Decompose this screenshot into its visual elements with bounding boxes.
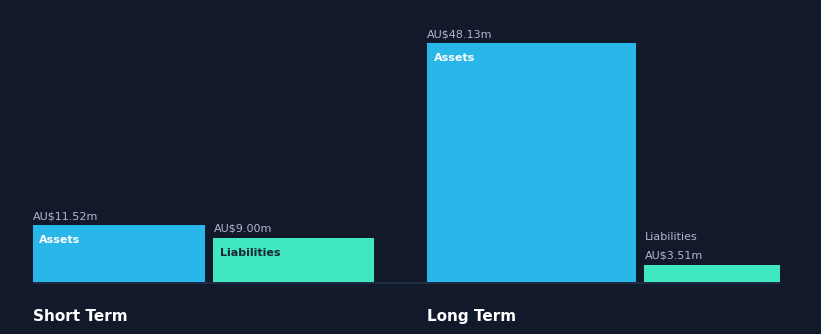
Text: AU$9.00m: AU$9.00m <box>213 223 272 233</box>
Text: AU$48.13m: AU$48.13m <box>427 29 493 39</box>
Text: Liabilities: Liabilities <box>220 247 281 258</box>
Text: Assets: Assets <box>39 235 80 245</box>
Text: AU$11.52m: AU$11.52m <box>33 211 99 221</box>
Text: Short Term: Short Term <box>33 309 127 324</box>
Text: Liabilities: Liabilities <box>644 232 697 242</box>
Text: AU$3.51m: AU$3.51m <box>644 251 703 261</box>
Text: Assets: Assets <box>433 53 475 63</box>
Text: Long Term: Long Term <box>427 309 516 324</box>
